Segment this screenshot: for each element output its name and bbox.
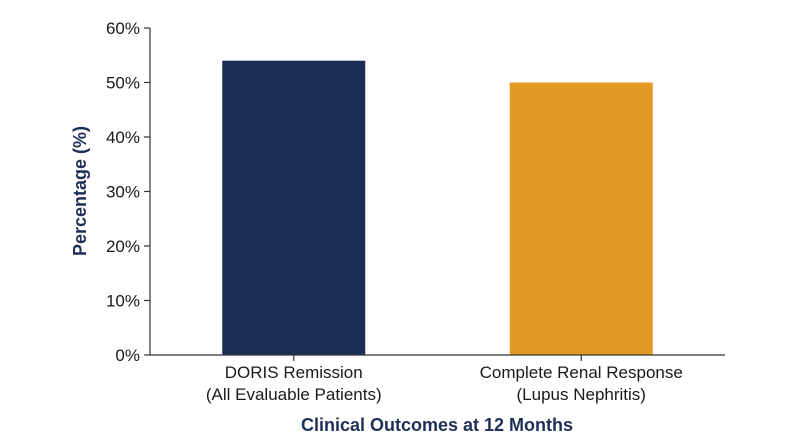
x-axis-category-labels: DORIS Remission (All Evaluable Patients) C… (206, 355, 683, 404)
y-tick-label: 60% (106, 19, 140, 38)
y-tick-label: 0% (115, 346, 140, 365)
bar-1 (222, 60, 366, 355)
bar-2 (509, 82, 653, 355)
y-tick-label: 40% (106, 128, 140, 147)
x-category-label: Complete Renal Response (Lupus Nephritis) (480, 363, 683, 404)
x-category-label: DORIS Remission (All Evaluable Patients) (206, 363, 382, 404)
y-tick-label: 30% (106, 183, 140, 202)
y-axis-title: Percentage (%) (70, 126, 90, 256)
y-axis-ticks: 0% 10% 20% 30% 40% 50% 60% (106, 19, 150, 365)
bars (222, 60, 653, 355)
y-tick-label: 10% (106, 292, 140, 311)
y-tick-label: 20% (106, 237, 140, 256)
y-tick-label: 50% (106, 74, 140, 93)
x-axis-title: Clinical Outcomes at 12 Months (301, 415, 573, 435)
